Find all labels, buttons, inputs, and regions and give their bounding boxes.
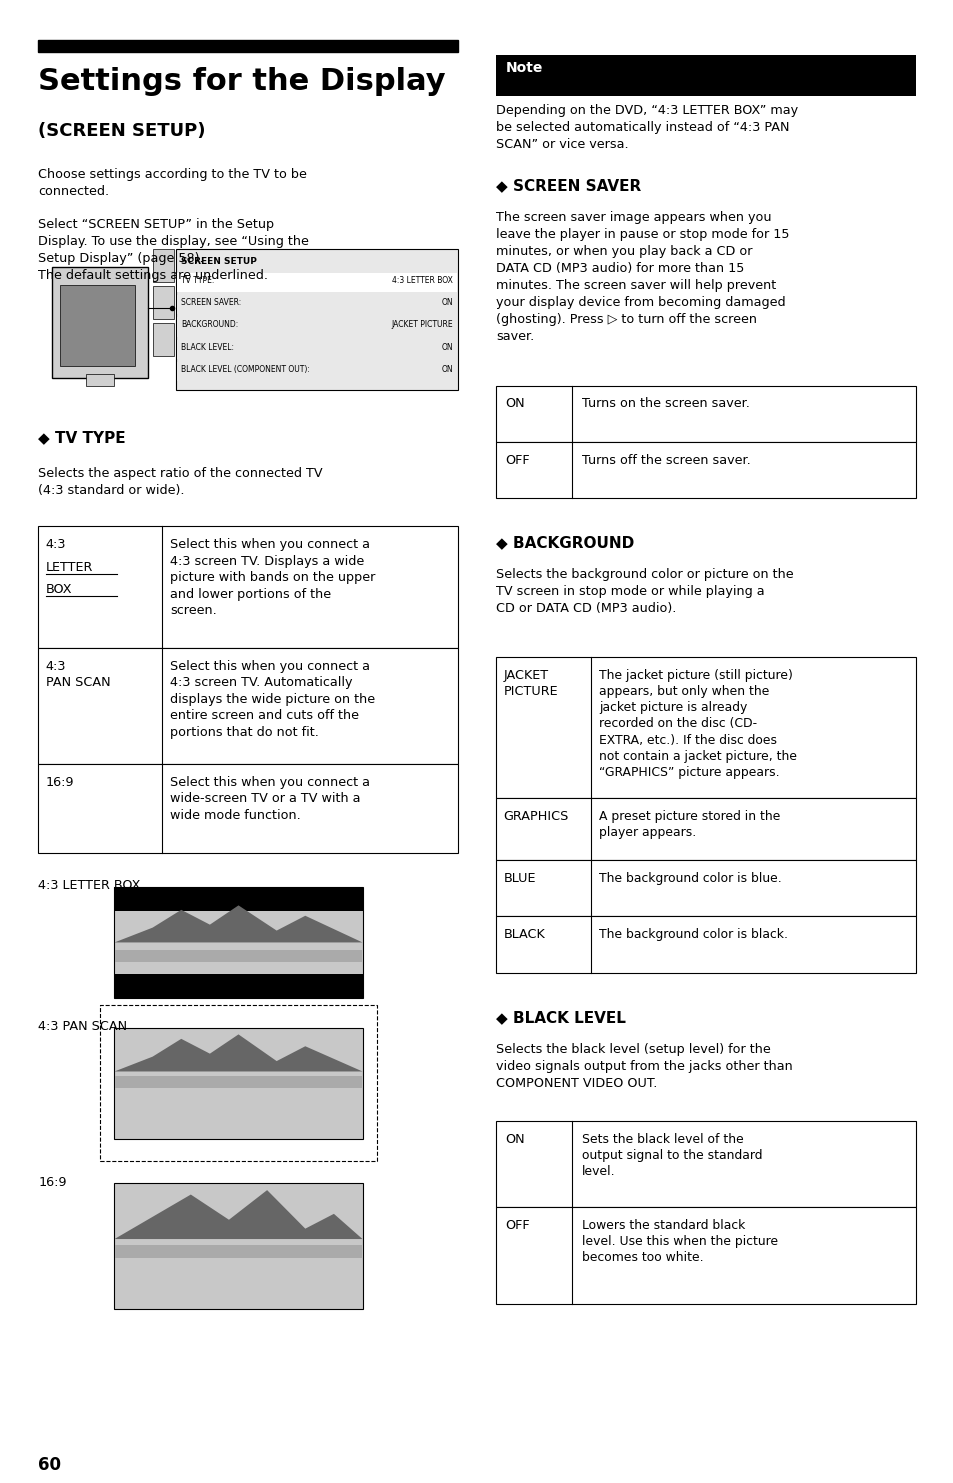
Polygon shape (114, 1035, 362, 1071)
Text: ◆ BLACK LEVEL: ◆ BLACK LEVEL (496, 1010, 625, 1025)
Text: A preset picture stored in the
player appears.: A preset picture stored in the player ap… (598, 810, 780, 839)
Text: SCREEN SETUP: SCREEN SETUP (181, 257, 257, 265)
Text: Turns on the screen saver.: Turns on the screen saver. (581, 397, 749, 411)
Text: OFF: OFF (505, 1219, 530, 1232)
Text: Select this when you connect a
4:3 screen TV. Automatically
displays the wide pi: Select this when you connect a 4:3 scree… (170, 660, 375, 739)
Text: (SCREEN SETUP): (SCREEN SETUP) (38, 122, 206, 139)
Bar (177, 317, 456, 337)
Bar (496, 657, 915, 798)
Bar (496, 55, 915, 96)
Text: ◆ TV TYPE: ◆ TV TYPE (38, 430, 126, 445)
Text: BLACK: BLACK (503, 928, 545, 942)
Text: Sets the black level of the
output signal to the standard
level.: Sets the black level of the output signa… (581, 1133, 761, 1178)
Text: The background color is blue.: The background color is blue. (598, 872, 781, 885)
Text: BACKGROUND:: BACKGROUND: (181, 320, 238, 329)
Bar (115, 949, 361, 961)
Bar (52, 267, 148, 378)
Polygon shape (114, 905, 362, 943)
Text: ON: ON (441, 365, 453, 374)
Bar (496, 860, 915, 916)
Bar (114, 973, 362, 998)
Text: 4:3 LETTER BOX: 4:3 LETTER BOX (392, 276, 453, 285)
Text: TV TYPE:: TV TYPE: (181, 276, 214, 285)
Text: The jacket picture (still picture)
appears, but only when the
jacket picture is : The jacket picture (still picture) appea… (598, 669, 797, 779)
Bar (177, 362, 456, 381)
Text: The background color is black.: The background color is black. (598, 928, 787, 942)
Text: 16:9: 16:9 (38, 1176, 67, 1189)
Bar (38, 40, 457, 52)
Bar (177, 273, 456, 292)
Text: ON: ON (505, 397, 525, 411)
Bar (496, 916, 915, 973)
Text: BOX: BOX (46, 583, 72, 596)
Bar (115, 1077, 361, 1089)
Bar (496, 1207, 915, 1304)
Text: 4:3 PAN SCAN: 4:3 PAN SCAN (38, 1020, 127, 1034)
Text: LETTER: LETTER (46, 561, 93, 574)
Text: Select this when you connect a
4:3 screen TV. Displays a wide
picture with bands: Select this when you connect a 4:3 scree… (170, 538, 375, 617)
Text: SCREEN SAVER:: SCREEN SAVER: (181, 298, 241, 307)
Bar (496, 442, 915, 498)
Text: 16:9: 16:9 (46, 776, 74, 789)
Text: Note: Note (505, 61, 542, 74)
Bar (152, 323, 173, 356)
Text: Select “SCREEN SETUP” in the Setup
Display. To use the display, see “Using the
S: Select “SCREEN SETUP” in the Setup Displ… (38, 218, 309, 282)
Bar (100, 1005, 376, 1161)
Text: Choose settings according to the TV to be
connected.: Choose settings according to the TV to b… (38, 168, 307, 197)
Bar (496, 798, 915, 860)
Bar (60, 285, 134, 366)
Text: BLUE: BLUE (503, 872, 536, 885)
Polygon shape (114, 1189, 362, 1240)
Text: ◆ SCREEN SAVER: ◆ SCREEN SAVER (496, 178, 640, 193)
Text: ON: ON (441, 298, 453, 307)
Bar (152, 286, 173, 319)
Bar (114, 1028, 362, 1139)
Text: BLACK LEVEL (COMPONENT OUT):: BLACK LEVEL (COMPONENT OUT): (181, 365, 310, 374)
Text: OFF: OFF (505, 454, 530, 467)
Text: Selects the black level (setup level) for the
video signals output from the jack: Selects the black level (setup level) fo… (496, 1043, 792, 1090)
Text: JACKET PICTURE: JACKET PICTURE (391, 320, 453, 329)
Text: Depending on the DVD, “4:3 LETTER BOX” may
be selected automatically instead of : Depending on the DVD, “4:3 LETTER BOX” m… (496, 104, 798, 151)
Bar (114, 887, 362, 998)
Text: 4:3 LETTER BOX: 4:3 LETTER BOX (38, 879, 140, 893)
Text: 60: 60 (38, 1456, 61, 1474)
Bar (38, 526, 457, 648)
Text: The screen saver image appears when you
leave the player in pause or stop mode f: The screen saver image appears when you … (496, 211, 789, 343)
Text: Turns off the screen saver.: Turns off the screen saver. (581, 454, 750, 467)
Bar (496, 386, 915, 442)
Text: ON: ON (505, 1133, 525, 1146)
Text: Settings for the Display: Settings for the Display (38, 67, 445, 96)
Text: Lowers the standard black
level. Use this when the picture
becomes too white.: Lowers the standard black level. Use thi… (581, 1219, 778, 1264)
Text: ON: ON (441, 343, 453, 351)
Bar (176, 249, 457, 390)
Bar (114, 1183, 362, 1309)
Text: ◆ BACKGROUND: ◆ BACKGROUND (496, 535, 634, 550)
Text: Selects the background color or picture on the
TV screen in stop mode or while p: Selects the background color or picture … (496, 568, 793, 615)
Text: 4:3
PAN SCAN: 4:3 PAN SCAN (46, 660, 111, 690)
Text: JACKET
PICTURE: JACKET PICTURE (503, 669, 558, 698)
Text: Selects the aspect ratio of the connected TV
(4:3 standard or wide).: Selects the aspect ratio of the connecte… (38, 467, 322, 497)
Bar (496, 1121, 915, 1207)
Bar (38, 648, 457, 764)
Text: Select this when you connect a
wide-screen TV or a TV with a
wide mode function.: Select this when you connect a wide-scre… (170, 776, 370, 822)
Bar (177, 295, 456, 314)
Bar (86, 374, 114, 386)
Bar (114, 887, 362, 911)
Text: GRAPHICS: GRAPHICS (503, 810, 569, 823)
Bar (152, 249, 173, 282)
Bar (115, 1246, 361, 1258)
Text: 4:3: 4:3 (46, 538, 66, 552)
Text: BLACK LEVEL:: BLACK LEVEL: (181, 343, 234, 351)
Bar (177, 340, 456, 359)
Bar (38, 764, 457, 853)
